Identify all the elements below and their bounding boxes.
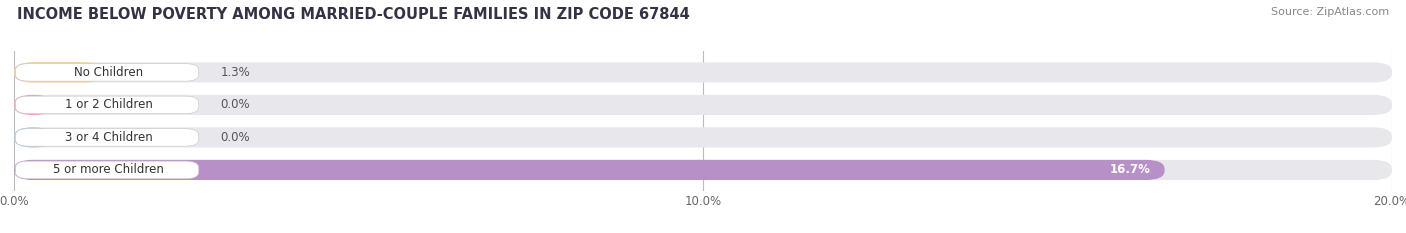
FancyBboxPatch shape: [14, 62, 104, 82]
FancyBboxPatch shape: [15, 96, 198, 114]
Text: INCOME BELOW POVERTY AMONG MARRIED-COUPLE FAMILIES IN ZIP CODE 67844: INCOME BELOW POVERTY AMONG MARRIED-COUPL…: [17, 7, 689, 22]
FancyBboxPatch shape: [14, 160, 1392, 180]
Text: 1 or 2 Children: 1 or 2 Children: [65, 98, 152, 111]
FancyBboxPatch shape: [14, 62, 1392, 82]
Text: 5 or more Children: 5 or more Children: [53, 163, 165, 176]
FancyBboxPatch shape: [14, 95, 52, 115]
Text: No Children: No Children: [75, 66, 143, 79]
Text: 3 or 4 Children: 3 or 4 Children: [65, 131, 152, 144]
Text: 1.3%: 1.3%: [221, 66, 250, 79]
FancyBboxPatch shape: [15, 161, 198, 179]
Text: 16.7%: 16.7%: [1109, 163, 1152, 176]
FancyBboxPatch shape: [14, 127, 1392, 147]
FancyBboxPatch shape: [15, 64, 198, 81]
FancyBboxPatch shape: [14, 160, 1164, 180]
Text: 0.0%: 0.0%: [221, 131, 250, 144]
Text: 0.0%: 0.0%: [221, 98, 250, 111]
Text: Source: ZipAtlas.com: Source: ZipAtlas.com: [1271, 7, 1389, 17]
FancyBboxPatch shape: [15, 129, 198, 146]
FancyBboxPatch shape: [14, 95, 1392, 115]
FancyBboxPatch shape: [14, 127, 52, 147]
